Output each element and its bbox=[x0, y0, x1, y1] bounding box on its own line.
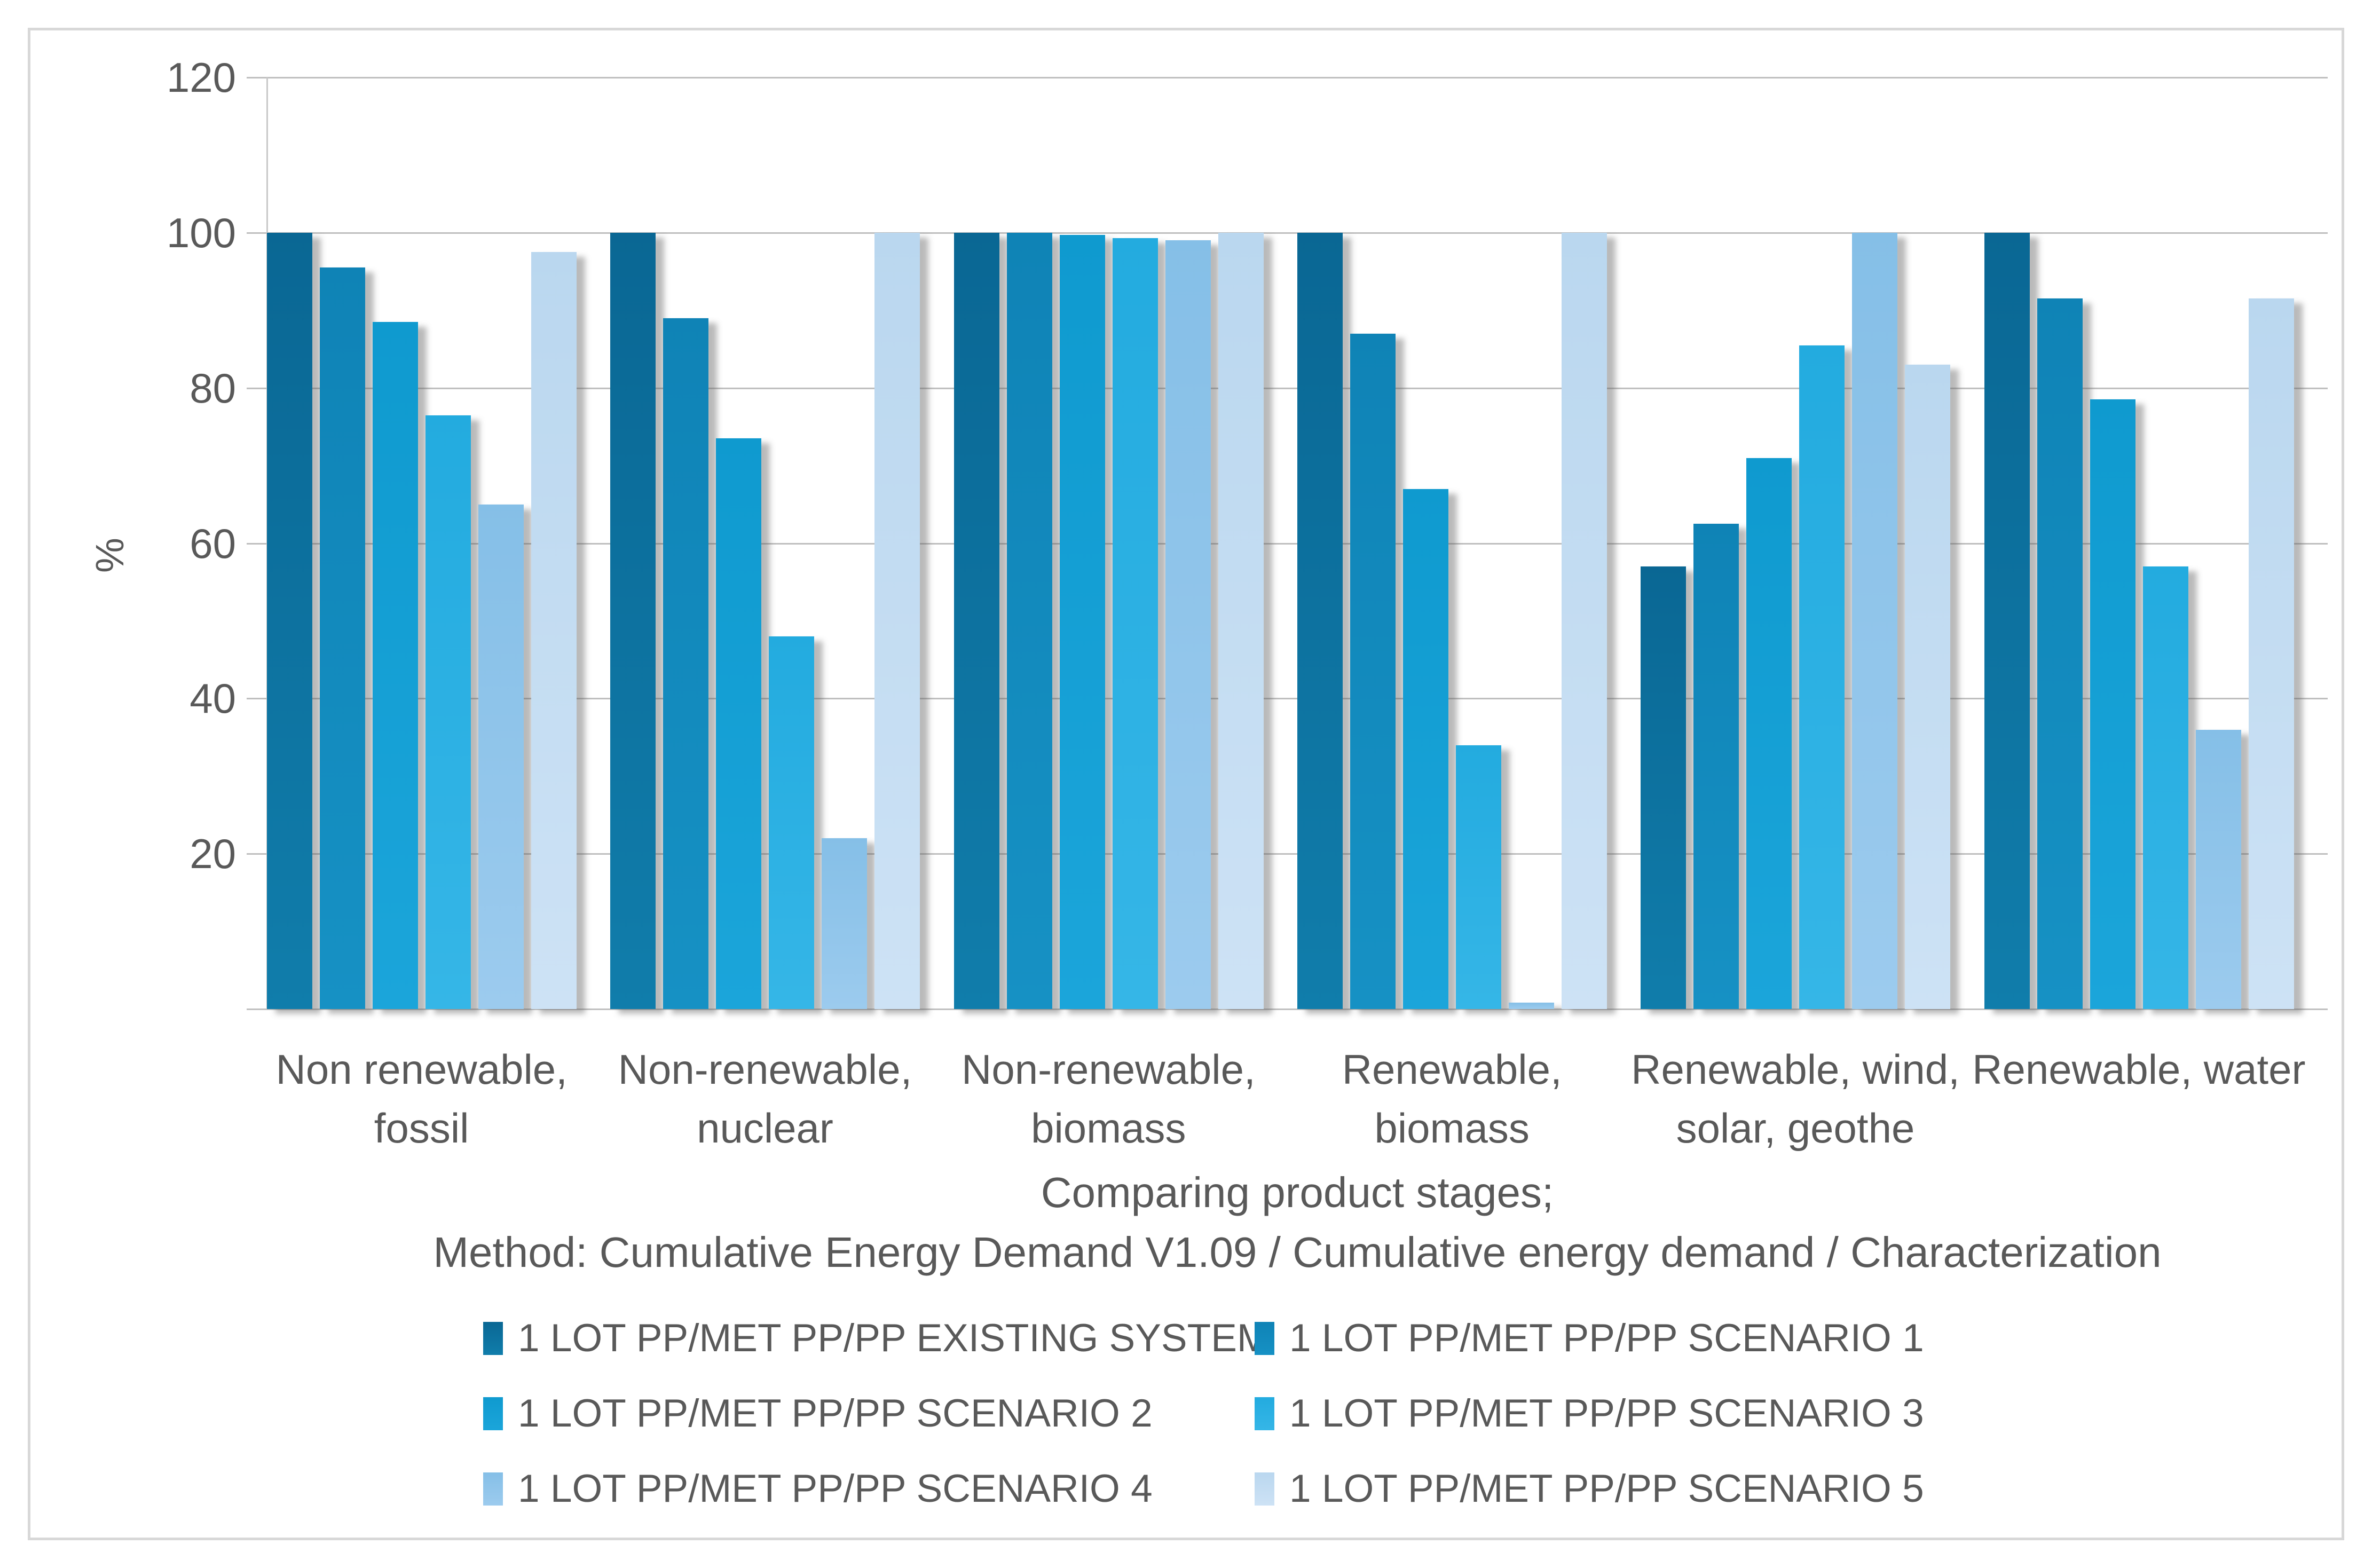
bar-series6-group4 bbox=[1562, 232, 1607, 1009]
legend-item-1: 1 LOT PP/MET PP/PP EXISTING SYSTEM bbox=[483, 1301, 1270, 1376]
bar-series5-group5 bbox=[1852, 232, 1898, 1009]
bar-series2-group4 bbox=[1350, 333, 1396, 1009]
category-label-line2: nuclear bbox=[697, 1105, 833, 1152]
legend-label-1: 1 LOT PP/MET PP/PP EXISTING SYSTEM bbox=[518, 1317, 1270, 1360]
legend-swatch-4 bbox=[1255, 1397, 1274, 1430]
x-axis-title: Comparing product stages; Method: Cumula… bbox=[267, 1163, 2328, 1282]
legend-swatch-3 bbox=[483, 1397, 503, 1430]
bar-series4-group5 bbox=[1799, 345, 1845, 1009]
bar-series1-group4 bbox=[1297, 232, 1343, 1009]
category-label-line2: biomass bbox=[1374, 1105, 1530, 1152]
legend-swatch-2 bbox=[1255, 1321, 1274, 1355]
bar-series3-group5 bbox=[1746, 458, 1792, 1009]
legend-label-3: 1 LOT PP/MET PP/PP SCENARIO 2 bbox=[518, 1392, 1153, 1435]
category-label-line1: Non renewable, bbox=[275, 1046, 568, 1093]
legend-swatch-6 bbox=[1255, 1472, 1274, 1506]
category-label-4: Renewable, biomass bbox=[1281, 1040, 1622, 1157]
category-label-2: Non-renewable, nuclear bbox=[594, 1040, 935, 1157]
category-label-line1: Non-renewable, bbox=[961, 1046, 1256, 1093]
bar-series2-group6 bbox=[2037, 298, 2083, 1009]
bar-series4-group1 bbox=[425, 415, 471, 1009]
bar-group-4 bbox=[1297, 77, 1609, 1009]
category-label-line1: Renewable, wind, bbox=[1631, 1046, 1960, 1093]
bar-series4-group4 bbox=[1456, 745, 1501, 1009]
bar-series6-group2 bbox=[874, 232, 920, 1009]
y-axis-tick-100 bbox=[247, 232, 267, 234]
legend-label-2: 1 LOT PP/MET PP/PP SCENARIO 1 bbox=[1289, 1317, 1924, 1360]
bar-series3-group4 bbox=[1403, 488, 1448, 1009]
bar-series2-group2 bbox=[663, 318, 709, 1009]
legend-swatch-1 bbox=[483, 1321, 503, 1355]
bar-series2-group5 bbox=[1693, 524, 1739, 1009]
bar-series3-group3 bbox=[1059, 235, 1105, 1009]
y-axis-tick-40 bbox=[247, 698, 267, 700]
category-label-line2: biomass bbox=[1031, 1105, 1186, 1152]
y-tick-label-40: 40 bbox=[190, 675, 236, 722]
y-axis-tick-60 bbox=[247, 542, 267, 545]
bar-group-5 bbox=[1641, 77, 1952, 1009]
bar-series4-group2 bbox=[769, 636, 815, 1009]
legend-item-3: 1 LOT PP/MET PP/PP SCENARIO 2 bbox=[483, 1376, 1255, 1451]
legend-swatch-5 bbox=[483, 1472, 503, 1506]
x-axis-title-line2: Method: Cumulative Energy Demand V1.09 /… bbox=[433, 1228, 2162, 1276]
legend-label-4: 1 LOT PP/MET PP/PP SCENARIO 3 bbox=[1289, 1392, 1924, 1435]
bar-series4-group3 bbox=[1112, 238, 1158, 1009]
bar-series2-group3 bbox=[1006, 232, 1052, 1009]
bar-series1-group1 bbox=[267, 232, 312, 1009]
category-label-5: Renewable, wind, solar, geothe bbox=[1625, 1040, 1966, 1157]
bar-series3-group6 bbox=[2090, 399, 2135, 1009]
bar-series6-group1 bbox=[531, 252, 577, 1009]
bar-group-2 bbox=[610, 77, 921, 1009]
bar-series1-group6 bbox=[1984, 232, 2030, 1009]
category-label-6: Renewable, water bbox=[1968, 1040, 2310, 1099]
y-tick-label-20: 20 bbox=[190, 830, 236, 878]
legend-label-5: 1 LOT PP/MET PP/PP SCENARIO 4 bbox=[518, 1467, 1153, 1510]
bar-group-1 bbox=[267, 77, 578, 1009]
y-tick-label-80: 80 bbox=[190, 364, 236, 412]
category-label-line1: Renewable, bbox=[1342, 1046, 1562, 1093]
gridline-0 bbox=[267, 1008, 2328, 1010]
category-label-line1: Non-renewable, bbox=[618, 1046, 912, 1093]
bar-series1-group5 bbox=[1641, 566, 1687, 1009]
gridline-120 bbox=[267, 77, 2328, 78]
category-label-line2: solar, geothe bbox=[1676, 1105, 1915, 1152]
x-axis-title-line1: Comparing product stages; bbox=[1041, 1169, 1554, 1216]
y-tick-label-120: 120 bbox=[166, 54, 236, 101]
legend-item-6: 1 LOT PP/MET PP/PP SCENARIO 5 bbox=[1255, 1451, 1924, 1526]
bar-series3-group1 bbox=[373, 322, 418, 1009]
y-tick-label-100: 100 bbox=[166, 209, 236, 256]
y-axis-tick-120 bbox=[247, 77, 267, 78]
bar-group-6 bbox=[1984, 77, 2296, 1009]
y-axis-tick-0 bbox=[247, 1008, 267, 1010]
bar-series2-group1 bbox=[320, 267, 365, 1009]
bar-series1-group2 bbox=[610, 232, 656, 1009]
y-tick-label-60: 60 bbox=[190, 519, 236, 567]
bar-series4-group6 bbox=[2142, 566, 2188, 1009]
legend-item-4: 1 LOT PP/MET PP/PP SCENARIO 3 bbox=[1255, 1376, 1924, 1451]
category-label-3: Non-renewable, biomass bbox=[938, 1040, 1279, 1157]
category-label-line2: fossil bbox=[374, 1105, 469, 1152]
bar-series5-group6 bbox=[2195, 729, 2241, 1009]
legend: 1 LOT PP/MET PP/PP EXISTING SYSTEM 1 LOT … bbox=[483, 1301, 1924, 1526]
category-label-line1: Renewable, water bbox=[1972, 1046, 2306, 1093]
bar-series5-group4 bbox=[1509, 1003, 1554, 1009]
bar-series6-group6 bbox=[2248, 298, 2294, 1009]
bar-group-3 bbox=[953, 77, 1265, 1009]
bar-series5-group1 bbox=[478, 504, 524, 1009]
bar-series3-group2 bbox=[716, 438, 762, 1009]
y-axis-tick-20 bbox=[247, 853, 267, 855]
category-label-1: Non renewable, fossil bbox=[251, 1040, 592, 1157]
legend-label-6: 1 LOT PP/MET PP/PP SCENARIO 5 bbox=[1289, 1467, 1924, 1510]
bar-series5-group2 bbox=[822, 838, 868, 1009]
legend-item-2: 1 LOT PP/MET PP/PP SCENARIO 1 bbox=[1255, 1301, 1924, 1376]
bar-series6-group5 bbox=[1905, 365, 1951, 1009]
legend-item-5: 1 LOT PP/MET PP/PP SCENARIO 4 bbox=[483, 1451, 1255, 1526]
bar-series1-group3 bbox=[953, 232, 999, 1009]
y-axis-tick-80 bbox=[247, 387, 267, 389]
bar-series5-group3 bbox=[1165, 240, 1211, 1009]
bar-series6-group3 bbox=[1218, 232, 1264, 1009]
